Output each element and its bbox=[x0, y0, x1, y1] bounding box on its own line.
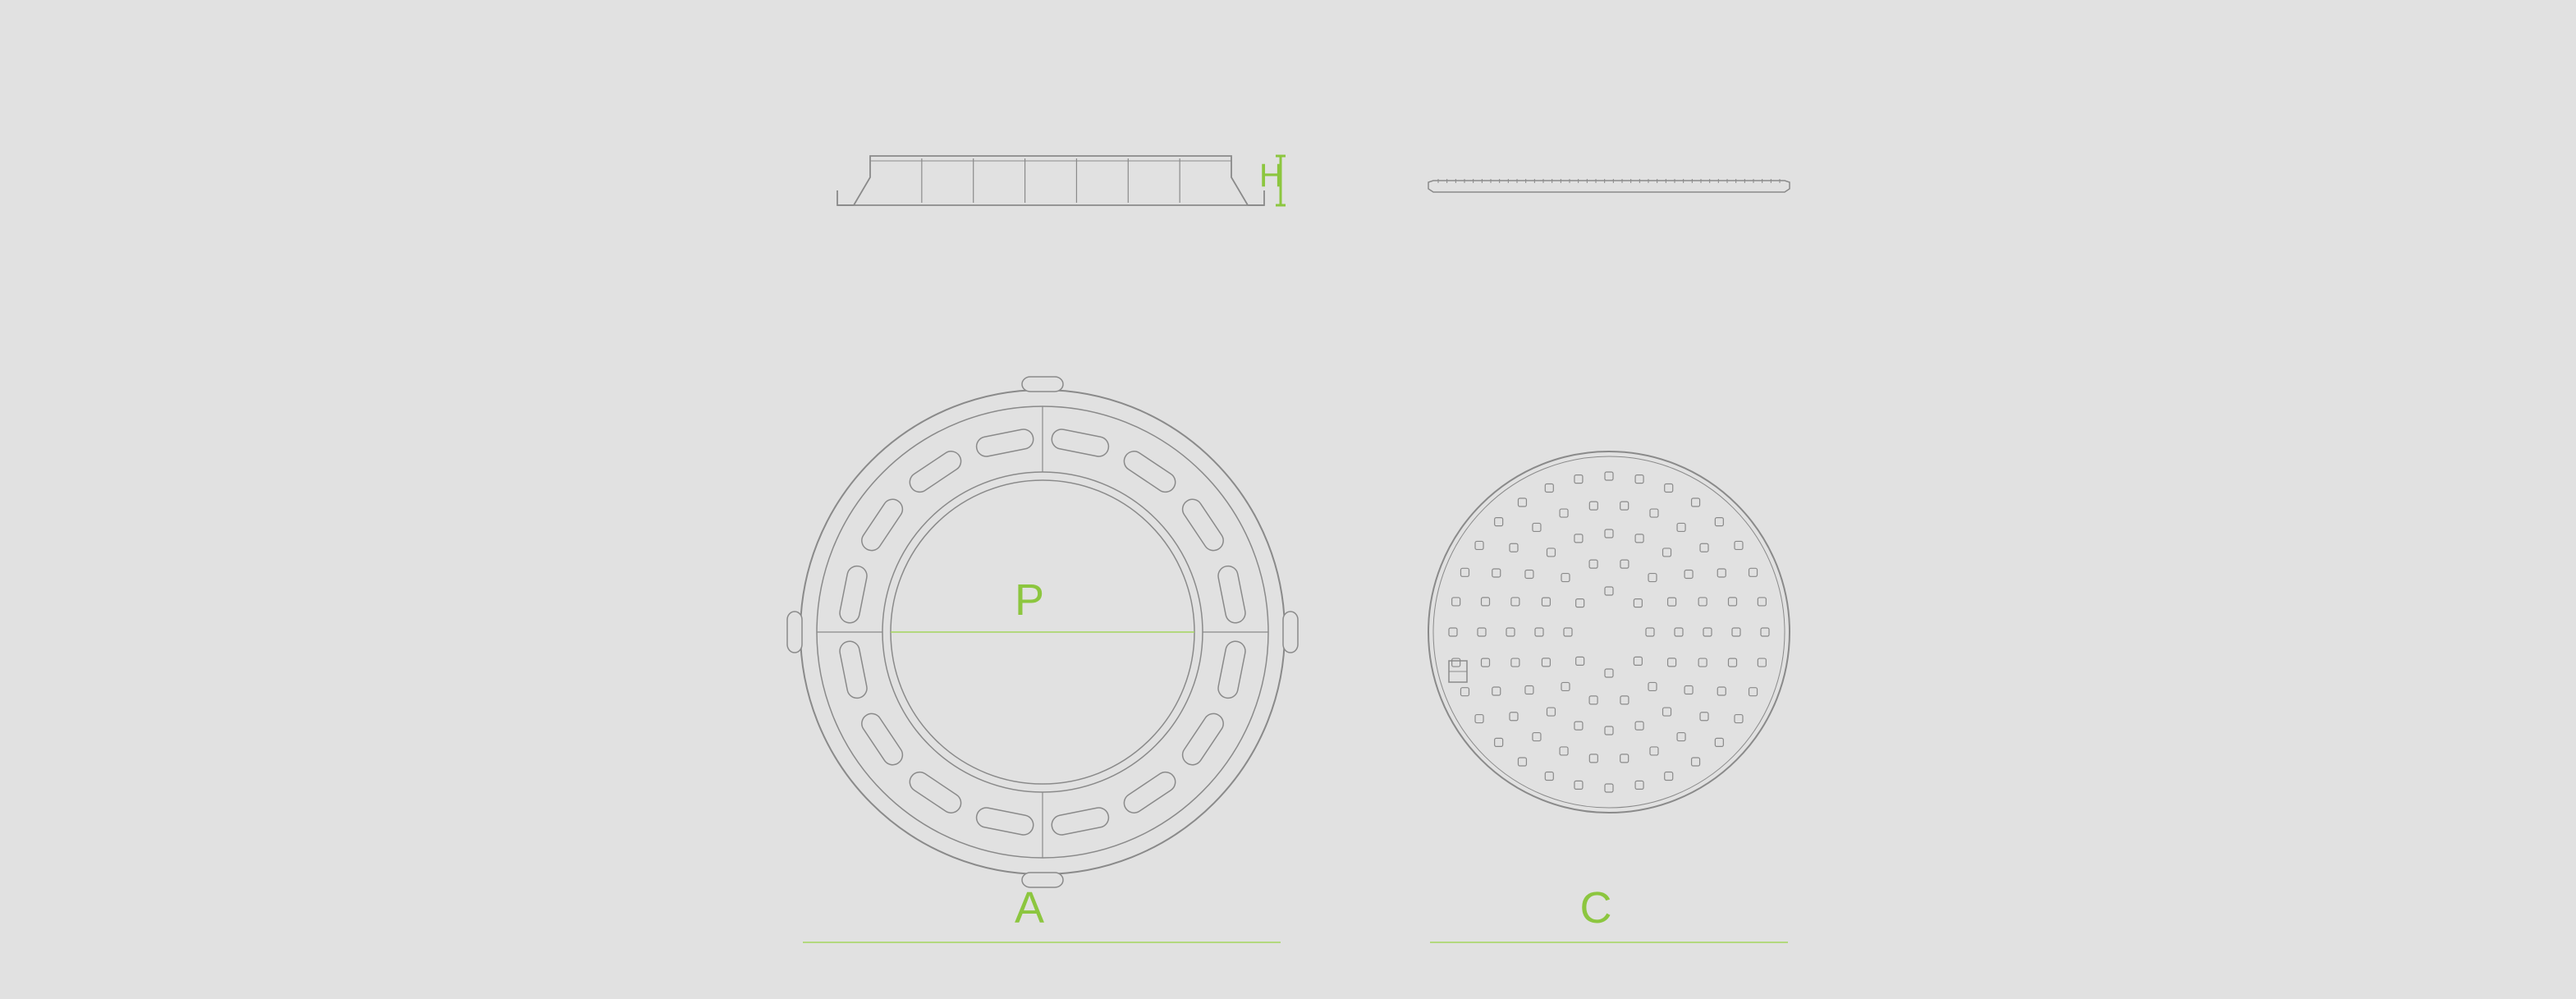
dimension-label-c: C bbox=[1563, 882, 1629, 933]
dimension-label-p: P bbox=[997, 575, 1062, 626]
cover-side-view bbox=[1428, 179, 1790, 192]
dimension-label-h: H bbox=[1259, 158, 1325, 195]
cover-top-view bbox=[1428, 451, 1790, 813]
dimension-lines bbox=[803, 156, 1788, 942]
drawing-canvas: A C P H bbox=[0, 0, 2576, 999]
frame-side-view bbox=[837, 156, 1264, 205]
dimension-label-a: A bbox=[997, 882, 1062, 933]
svg-drawing bbox=[0, 0, 2576, 999]
